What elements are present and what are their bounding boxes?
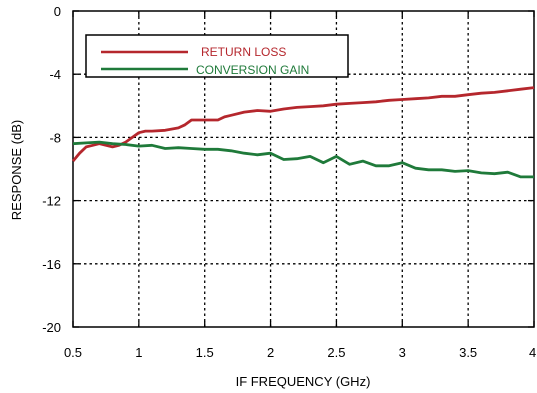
x-axis-title: IF FREQUENCY (GHz) xyxy=(236,374,371,389)
y-tick-label: -4 xyxy=(49,67,61,82)
legend-box xyxy=(85,34,349,78)
x-tick-label: 2.5 xyxy=(327,345,345,360)
plot-frame xyxy=(72,10,535,328)
x-tick-label: 3 xyxy=(399,345,406,360)
x-tick-label: 3.5 xyxy=(459,345,477,360)
y-axis-title: RESPONSE (dB) xyxy=(9,120,24,220)
y-tick-label: -8 xyxy=(49,130,61,145)
x-tick-label: 0.5 xyxy=(64,345,82,360)
axis-ticks: 0.5 1 1.5 2 2.5 3 3.5 4 0 -4 -8 -12 -16 -20 xyxy=(42,4,536,360)
series-line-conversion-gain xyxy=(72,140,534,179)
y-tick-label: -16 xyxy=(42,257,61,272)
x-tick-label: 4 xyxy=(529,345,536,360)
y-tick-label: -20 xyxy=(42,320,61,335)
y-tick-label: 0 xyxy=(54,4,61,19)
x-tick-label: 2 xyxy=(267,345,274,360)
series-line-return-loss xyxy=(71,86,535,162)
x-tick-label: 1.5 xyxy=(196,345,214,360)
y-tick-label: -12 xyxy=(42,194,61,209)
data-series xyxy=(71,86,535,179)
x-tick-label: 1 xyxy=(135,345,142,360)
legend-label-return-loss: RETURN LOSS xyxy=(201,45,286,59)
legend: RETURN LOSS CONVERSION GAIN xyxy=(85,34,349,78)
legend-label-conversion-gain: CONVERSION GAIN xyxy=(196,63,309,77)
